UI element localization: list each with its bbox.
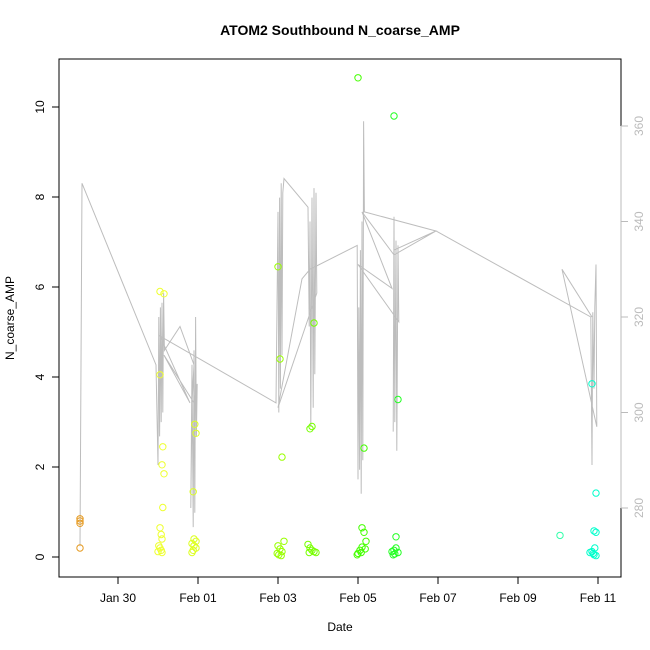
y-axis-right: 280 300 320 340 360: [620, 116, 646, 518]
data-point: [160, 290, 168, 298]
y-tick-label: 4: [33, 373, 47, 380]
data-point: [274, 263, 282, 271]
data-point: [76, 515, 84, 523]
data-point: [156, 524, 164, 532]
y-tick-label: 6: [33, 283, 47, 290]
data-point: [277, 551, 285, 560]
secondary-series-line: [79, 121, 598, 547]
secondary-line-layer: [79, 121, 598, 547]
data-point: [190, 542, 198, 550]
data-point: [556, 531, 564, 540]
y-right-tick-label: 340: [632, 211, 646, 231]
y-right-tick-label: 300: [632, 402, 646, 422]
data-point: [160, 470, 168, 478]
data-point: [273, 549, 281, 558]
data-point: [590, 527, 598, 535]
data-point: [76, 517, 84, 525]
data-point: [390, 546, 398, 554]
data-point: [191, 420, 199, 428]
data-point: [360, 528, 368, 536]
data-point: [586, 548, 594, 557]
data-point: [390, 112, 398, 120]
data-point: [306, 425, 314, 433]
points-layer: [76, 74, 600, 560]
data-point: [158, 535, 166, 543]
y-tick-label: 10: [33, 100, 47, 114]
y-tick-label: 0: [33, 553, 47, 560]
data-point: [192, 429, 200, 437]
x-tick-label: Jan 30: [100, 591, 136, 605]
data-point: [280, 537, 288, 545]
data-point: [354, 74, 362, 82]
data-point: [159, 443, 167, 451]
y-tick-label: 8: [33, 193, 47, 200]
data-point: [358, 524, 366, 532]
x-axis-label: Date: [327, 620, 353, 634]
data-point: [157, 530, 165, 539]
data-point: [360, 444, 368, 452]
data-point: [308, 422, 316, 431]
x-tick-label: Feb 03: [259, 591, 297, 605]
x-tick-label: Feb 09: [499, 591, 537, 605]
plot-frame: [58, 58, 622, 578]
data-point: [354, 549, 362, 558]
data-point: [304, 540, 312, 549]
data-point: [156, 287, 164, 296]
x-tick-label: Feb 11: [580, 591, 617, 605]
y-axis-label: N_coarse_AMP: [3, 276, 17, 360]
data-point: [159, 503, 167, 512]
y-right-tick-label: 320: [632, 307, 646, 327]
data-point: [158, 461, 166, 469]
data-point: [353, 551, 361, 559]
x-tick-label: Feb 07: [419, 591, 457, 605]
data-point: [158, 548, 166, 557]
x-axis: Jan 30 Feb 01 Feb 03 Feb 05 Feb 07 Feb 09 Feb …: [100, 576, 617, 605]
y-right-tick-label: 280: [632, 498, 646, 518]
data-point: [394, 395, 402, 404]
data-point: [305, 548, 313, 557]
y-axis: 0 2 4 6 8 10: [33, 100, 60, 560]
y-right-tick-label: 360: [632, 116, 646, 136]
data-point: [278, 453, 286, 461]
chart-title: ATOM2 Southbound N_coarse_AMP: [220, 22, 460, 38]
data-point: [154, 547, 162, 556]
data-point: [276, 355, 284, 363]
x-tick-label: Feb 05: [339, 591, 377, 605]
data-point: [389, 551, 397, 559]
data-point: [156, 371, 164, 379]
data-point: [592, 489, 600, 497]
data-point: [392, 533, 400, 541]
data-point: [588, 380, 596, 388]
data-point: [310, 319, 318, 327]
data-point: [76, 519, 84, 527]
data-point: [592, 528, 600, 536]
data-point: [188, 539, 196, 548]
data-point: [361, 545, 369, 553]
data-point: [76, 544, 84, 552]
y-tick-label: 2: [33, 463, 47, 470]
data-point: [592, 551, 600, 560]
data-point: [189, 488, 197, 496]
data-point: [188, 548, 196, 557]
x-tick-label: Feb 01: [179, 591, 217, 605]
data-point: [362, 537, 370, 545]
data-point: [391, 550, 399, 558]
